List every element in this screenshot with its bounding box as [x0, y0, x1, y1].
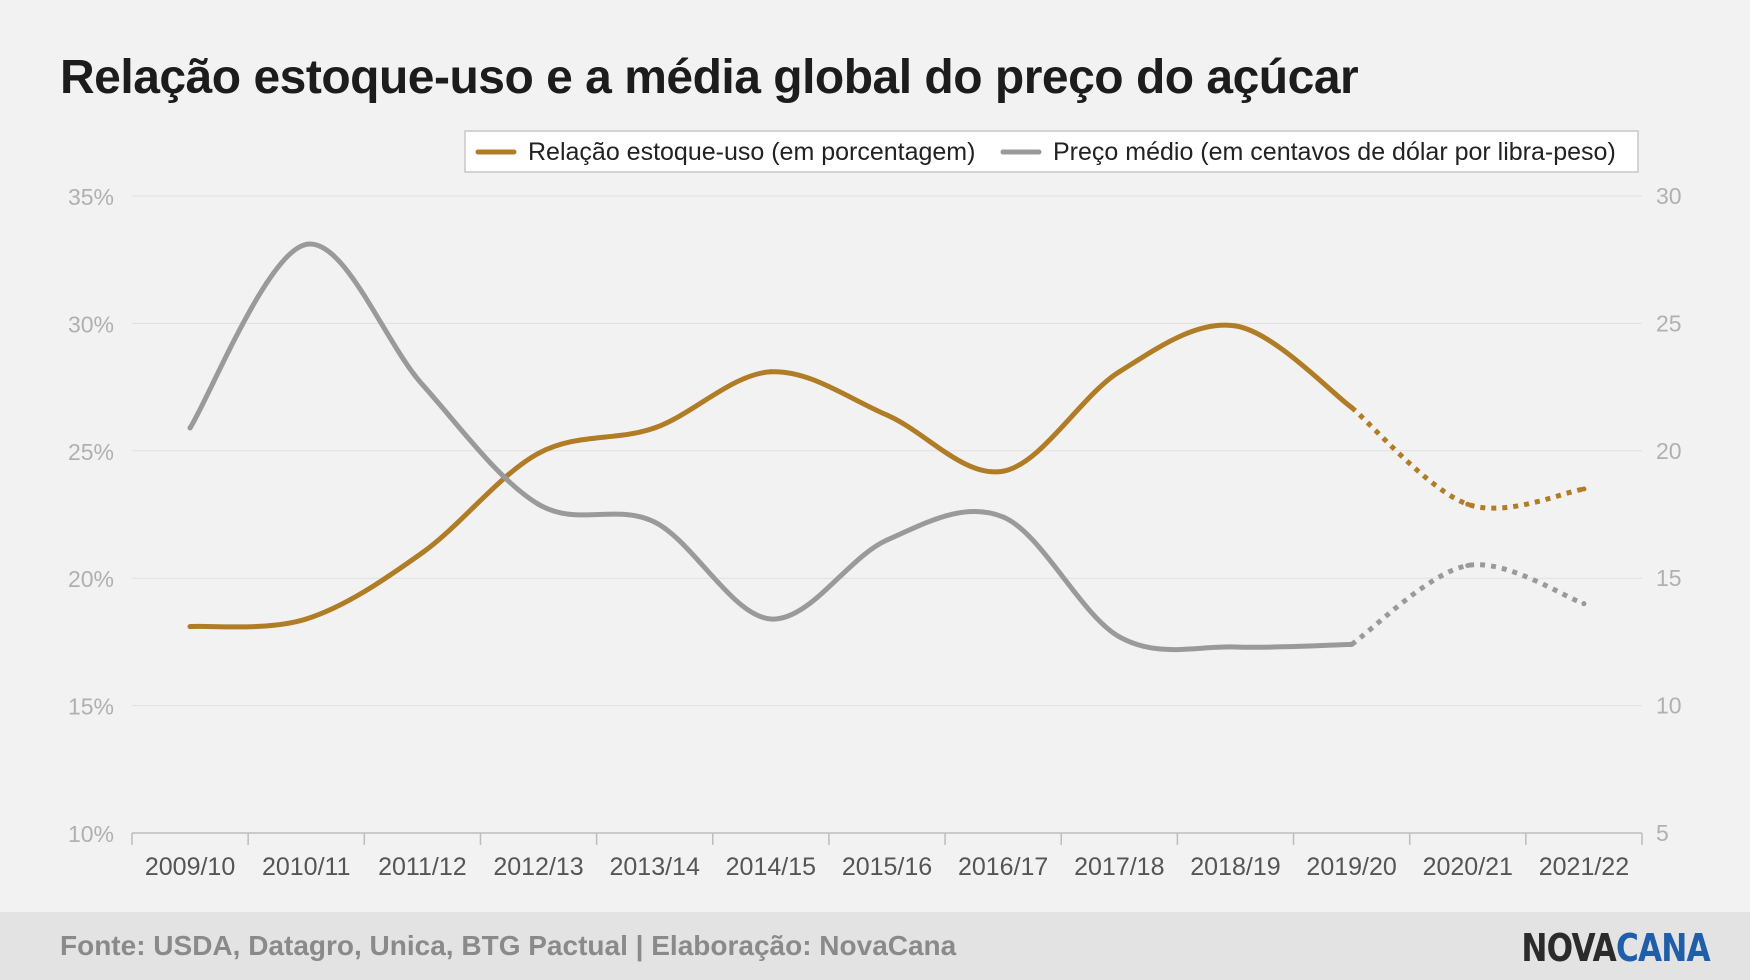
- source-note: Fonte: USDA, Datagro, Unica, BTG Pactual…: [60, 930, 957, 961]
- x-tick-label: 2020/21: [1423, 853, 1513, 881]
- data-point-1: [536, 450, 542, 456]
- series-line-actual-2: [187, 241, 1355, 653]
- data-point-2: [536, 501, 542, 507]
- data-point-1: [1232, 323, 1238, 329]
- novacana-logo: NOVACANA: [1521, 926, 1711, 970]
- x-tick-label: 2019/20: [1306, 853, 1396, 881]
- footer-bar: Fonte: USDA, Datagro, Unica, BTG Pactual…: [0, 912, 1750, 980]
- logo-text-cana: CANA: [1616, 926, 1711, 970]
- data-point-2: [1116, 634, 1122, 640]
- legend-label-2: Preço médio (em centavos de dólar por li…: [1053, 138, 1616, 166]
- line-chart: 35% 30 30% 25 25% 20 20% 15 15% 10 10% 5 2009/10 2010…: [68, 130, 1682, 881]
- x-tick-label: 2011/12: [378, 853, 467, 881]
- y-right-tick-label: 25: [1656, 310, 1682, 336]
- data-point-2: [884, 537, 890, 543]
- series-line-projected-2: [1350, 562, 1585, 647]
- data-point-2: [1465, 562, 1471, 568]
- data-point-1: [419, 550, 425, 556]
- data-point-1: [303, 616, 309, 622]
- y-right-tick-label: 10: [1656, 693, 1682, 719]
- x-tick-label: 2017/18: [1074, 853, 1164, 881]
- y-left-tick-label: 10%: [68, 821, 114, 847]
- legend-box: [464, 130, 1639, 173]
- data-point-1: [768, 369, 774, 375]
- data-point-1: [884, 412, 890, 418]
- legend: Relação estoque-uso (em porcentagem) Preç…: [464, 130, 1639, 173]
- y-right-tick-label: 30: [1656, 183, 1682, 209]
- x-tick-label: 2018/19: [1190, 853, 1280, 881]
- y-right-tick-label: 15: [1656, 565, 1682, 591]
- y-left-tick-label: 30%: [68, 311, 114, 337]
- x-tick-label: 2014/15: [726, 853, 816, 881]
- series-line-projected-1: [1349, 405, 1585, 511]
- data-point-1: [1000, 468, 1006, 474]
- y-left-tick-label: 25%: [68, 439, 114, 465]
- axes: 35% 30 30% 25 25% 20 20% 15 15% 10 10% 5 2009/10 2010…: [68, 183, 1682, 881]
- x-tick-label: 2009/10: [145, 853, 235, 881]
- x-tick-label: 2013/14: [610, 853, 700, 881]
- y-left-tick-label: 35%: [68, 184, 114, 210]
- grid-lines: [132, 195, 1642, 707]
- x-tick-label: 2016/17: [958, 853, 1048, 881]
- data-point-2: [1581, 601, 1587, 607]
- y-right-tick-label: 5: [1656, 820, 1669, 846]
- data-point-2: [187, 425, 193, 431]
- legend-label-1: Relação estoque-uso (em porcentagem): [528, 138, 975, 166]
- y-left-tick-label: 15%: [68, 694, 114, 720]
- data-point-2: [303, 241, 309, 247]
- data-point-2: [652, 519, 658, 525]
- data-point-1: [1465, 501, 1471, 507]
- y-left-tick-label: 20%: [68, 566, 114, 592]
- data-point-1: [1116, 369, 1122, 375]
- x-tick-label: 2015/16: [842, 853, 932, 881]
- series-lines: [187, 241, 1587, 653]
- logo-text-nova: NOVA: [1521, 926, 1617, 970]
- data-point-1: [652, 425, 658, 431]
- x-tick-label: 2010/11: [262, 853, 351, 881]
- data-point-1: [187, 624, 193, 630]
- y-right-tick-label: 20: [1656, 438, 1682, 464]
- data-point-1: [1581, 486, 1587, 492]
- data-point-2: [768, 616, 774, 622]
- x-tick-label: 2012/13: [493, 853, 583, 881]
- data-point-2: [419, 382, 425, 388]
- data-point-1: [1349, 404, 1355, 410]
- chart-title: Relação estoque-uso e a média global do …: [60, 51, 1359, 104]
- data-point-2: [1349, 641, 1355, 647]
- data-point-2: [1232, 644, 1238, 650]
- x-tick-label: 2021/22: [1539, 853, 1629, 881]
- data-point-2: [1000, 514, 1006, 520]
